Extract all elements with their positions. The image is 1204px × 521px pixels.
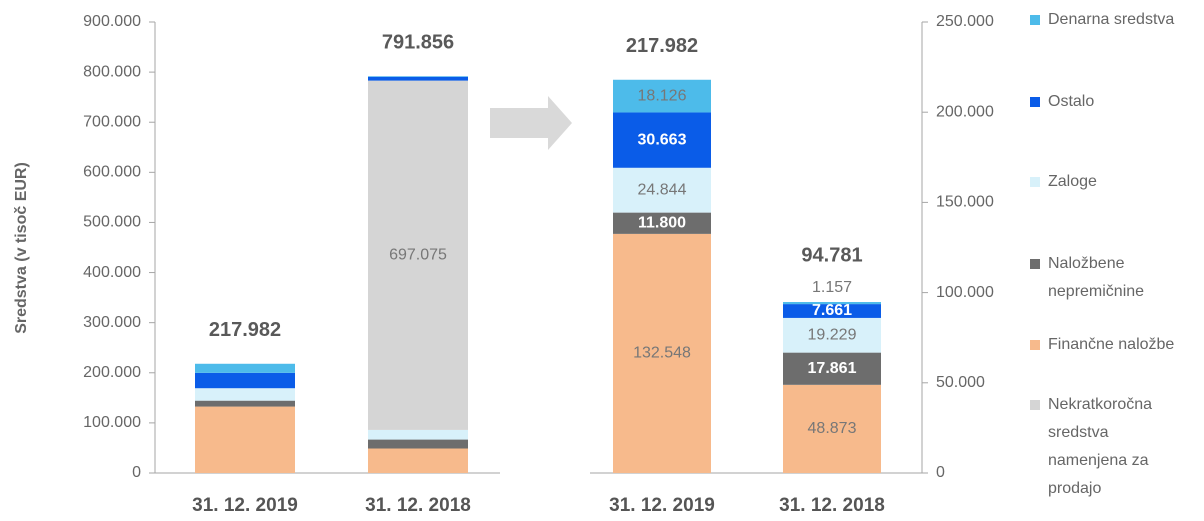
data-label: 24.844 — [638, 181, 687, 198]
bar-segment — [195, 406, 295, 473]
y-tick-label: 200.000 — [936, 103, 994, 120]
bar-segment — [613, 79, 711, 113]
y-tick-label: 600.000 — [83, 164, 141, 181]
y-tick-label: 0 — [936, 464, 945, 481]
data-label: 19.229 — [808, 326, 857, 343]
legend-label: Ostalo — [1048, 93, 1095, 110]
total-label: 94.781 — [801, 244, 862, 266]
y-tick-label: 500.000 — [83, 214, 141, 231]
bar-segment — [613, 212, 711, 234]
bar-segment — [368, 80, 468, 430]
data-label: 18.126 — [638, 87, 687, 104]
legend-label: Nekratkoročna sredstva namenjena za prod… — [1048, 396, 1153, 497]
legend-label: Finančne naložbe — [1048, 336, 1175, 353]
data-label: 17.861 — [808, 360, 857, 377]
bar-segment — [368, 76, 468, 77]
total-label: 217.982 — [626, 35, 698, 57]
total-label: 217.982 — [209, 319, 281, 341]
data-label: 132.548 — [633, 345, 691, 362]
y-tick-label: 100.000 — [83, 414, 141, 431]
y-tick-label: 250.000 — [936, 13, 994, 30]
legend-swatch — [1030, 400, 1040, 410]
bar-segment — [195, 388, 295, 401]
legend-item: Nekratkoročna sredstva namenjena za prod… — [1030, 391, 1155, 503]
bar-segment — [368, 76, 468, 81]
x-tick-label: 31. 12. 2019 — [192, 495, 298, 516]
legend-label: Naložbene nepremičnine — [1048, 255, 1145, 300]
y-tick-label: 300.000 — [83, 314, 141, 331]
y-tick-label: 400.000 — [83, 264, 141, 281]
total-label: 791.856 — [382, 31, 454, 53]
legend-label: Denarna sredstva — [1048, 11, 1175, 28]
y-tick-label: 200.000 — [83, 364, 141, 381]
legend-label: Zaloge — [1048, 173, 1097, 190]
data-label: 48.873 — [808, 420, 857, 437]
bar-segment — [783, 302, 881, 305]
legend-item: Finančne naložbe — [1030, 331, 1200, 359]
x-tick-label: 31. 12. 2018 — [779, 495, 885, 516]
x-tick-label: 31. 12. 2018 — [365, 495, 471, 516]
y-tick-label: 0 — [132, 464, 141, 481]
legend-swatch — [1030, 259, 1040, 269]
legend-swatch — [1030, 177, 1040, 187]
y-tick-label: 50.000 — [936, 374, 985, 391]
y-tick-label: 100.000 — [936, 284, 994, 301]
bar-segment — [613, 233, 711, 473]
data-label: 1.157 — [812, 279, 852, 296]
y-tick-label: 700.000 — [83, 113, 141, 130]
legend-swatch — [1030, 97, 1040, 107]
y-tick-label: 900.000 — [83, 13, 141, 30]
y-tick-label: 800.000 — [83, 63, 141, 80]
data-label: 11.800 — [638, 214, 686, 231]
arrow — [490, 96, 572, 150]
x-tick-label: 31. 12. 2019 — [609, 495, 715, 516]
bar-segment — [783, 304, 881, 318]
legend-swatch — [1030, 340, 1040, 350]
bar-segment — [368, 448, 468, 473]
legend-item: Denarna sredstva — [1030, 6, 1200, 34]
y-axis-title: Sredstva (v tisoč EUR) — [13, 162, 30, 334]
bar-segment — [195, 372, 295, 389]
legend-item: Ostalo — [1030, 88, 1200, 116]
data-label: 7.661 — [812, 302, 852, 319]
bar-segment — [195, 400, 295, 407]
bar-segment — [368, 429, 468, 440]
legend-swatch — [1030, 15, 1040, 25]
bar-segment — [195, 363, 295, 373]
data-label: 697.075 — [389, 246, 447, 263]
bar-segment — [783, 384, 881, 473]
bar-segment — [783, 317, 881, 353]
legend-item: Naložbene nepremičnine — [1030, 250, 1155, 306]
y-tick-label: 150.000 — [936, 194, 994, 211]
bar-segment — [613, 167, 711, 213]
bar-segment — [783, 352, 881, 385]
bar-segment — [613, 112, 711, 168]
legend-item: Zaloge — [1030, 168, 1200, 196]
bar-segment — [368, 439, 468, 449]
data-label: 30.663 — [638, 131, 687, 148]
